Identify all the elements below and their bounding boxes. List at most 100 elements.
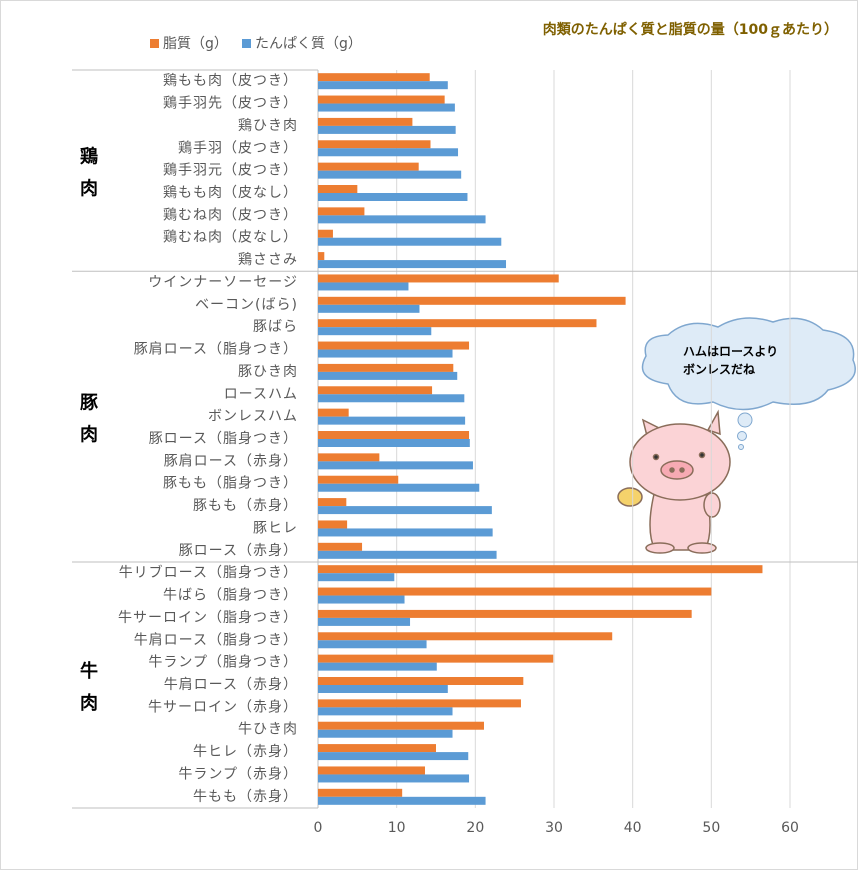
y-tick-label: 牛サーロイン（脂身つき） <box>118 610 298 626</box>
y-tick-label: 豚肩ロース（脂身つき） <box>134 342 298 358</box>
pig-illustration <box>617 409 731 554</box>
bar <box>318 103 455 112</box>
y-tick-label: 牛もも（赤身） <box>193 789 298 805</box>
bar <box>318 796 486 805</box>
x-tick-label: 0 <box>314 820 323 836</box>
x-tick-label: 60 <box>781 820 799 836</box>
bar <box>318 662 437 671</box>
bar <box>318 506 492 515</box>
legend-swatch <box>150 39 159 48</box>
bar <box>318 371 458 380</box>
bar <box>318 162 419 171</box>
bar <box>318 654 554 663</box>
bar <box>318 170 462 179</box>
bar <box>318 319 597 328</box>
bar <box>318 341 470 350</box>
bar <box>318 632 613 641</box>
annotation: ハムはロースより <box>683 345 778 359</box>
bar <box>318 252 325 261</box>
bar <box>318 587 712 596</box>
y-tick-label: ウインナーソーセージ <box>148 274 298 290</box>
bar <box>318 528 493 537</box>
bar <box>318 766 425 775</box>
y-tick-label: 鶏手羽（皮つき） <box>178 140 298 156</box>
bar <box>318 260 507 269</box>
y-tick-label: 豚肩ロース（赤身） <box>164 453 298 469</box>
bar <box>318 640 427 649</box>
bar <box>318 296 626 305</box>
y-tick-label: 鶏手羽先（皮つき） <box>163 96 298 112</box>
bar <box>318 439 470 447</box>
bar <box>318 483 480 492</box>
x-tick-label: 10 <box>388 820 406 836</box>
bar <box>318 520 348 529</box>
y-tick-label: 豚ロース（脂身つき） <box>149 431 298 447</box>
bar <box>318 215 486 224</box>
bar <box>318 274 559 283</box>
y-tick-label: 牛ヒレ（赤身） <box>193 744 298 760</box>
bar <box>318 565 763 574</box>
bar <box>318 394 465 403</box>
bar <box>318 573 395 582</box>
y-tick-label: 鶏もも肉（皮つき） <box>163 73 298 89</box>
bar <box>318 744 436 753</box>
y-tick-label: 牛ランプ（赤身） <box>178 766 298 782</box>
y-tick-label: 豚もも（赤身） <box>193 498 298 514</box>
bar <box>318 774 470 783</box>
bar <box>318 282 409 291</box>
bar <box>318 117 413 126</box>
bar <box>318 95 445 104</box>
y-tick-label: 豚ヒレ <box>253 520 298 536</box>
y-tick-label: ベーコン(ばら) <box>195 297 298 313</box>
bar <box>318 237 502 246</box>
y-tick-label: 鶏むね肉（皮なし） <box>163 230 298 246</box>
bar <box>318 408 349 417</box>
bar <box>318 207 365 216</box>
annotation: ボンレスだね <box>683 362 755 377</box>
bar <box>318 304 420 313</box>
y-tick-label: 牛ばら（脂身つき） <box>163 588 298 604</box>
bar <box>318 193 468 201</box>
y-tick-label: 鶏ささみ <box>238 252 298 268</box>
group-label: 鶏肉 <box>77 145 98 210</box>
bar <box>318 609 692 618</box>
bar <box>318 416 466 425</box>
group-label: 牛肉 <box>77 660 98 725</box>
bar <box>318 349 453 358</box>
legend-label: たんぱく質（g） <box>255 36 362 52</box>
bar <box>318 729 453 738</box>
thought-bubble <box>641 317 856 450</box>
y-tick-label: 牛リブロース（脂身つき） <box>119 564 298 581</box>
bar <box>318 363 454 372</box>
bar <box>318 595 405 604</box>
legend-swatch <box>242 39 251 48</box>
y-tick-label: 牛肩ロース（脂身つき） <box>134 632 298 648</box>
bar <box>318 386 433 395</box>
bar <box>318 148 459 157</box>
bar <box>318 185 358 193</box>
bar <box>318 81 448 90</box>
bar <box>318 327 432 336</box>
bar <box>318 699 521 708</box>
bar <box>318 721 484 730</box>
y-tick-label: 鶏むね肉（皮つき） <box>163 207 298 223</box>
y-tick-label: 豚もも（脂身つき） <box>163 476 298 492</box>
y-tick-label: 鶏もも肉（皮なし） <box>163 185 298 201</box>
y-tick-label: ロースハム <box>224 386 298 402</box>
y-tick-label: 豚ばら <box>253 319 298 335</box>
chart-title: 肉類のたんぱく質と脂質の量（100ｇあたり） <box>543 21 838 39</box>
bar <box>318 229 333 238</box>
y-tick-label: 牛肩ロース（赤身） <box>164 677 298 693</box>
bar <box>318 788 403 797</box>
y-tick-label: 牛サーロイン（赤身） <box>148 699 298 715</box>
y-tick-label: 牛ランプ（脂身つき） <box>148 655 298 671</box>
bar <box>318 752 469 761</box>
x-tick-label: 40 <box>624 820 642 836</box>
bar <box>318 550 497 559</box>
y-tick-label: 鶏ひき肉 <box>238 118 298 134</box>
bar <box>318 498 347 507</box>
bar <box>318 140 431 149</box>
bar <box>318 475 399 484</box>
bar <box>318 431 470 439</box>
